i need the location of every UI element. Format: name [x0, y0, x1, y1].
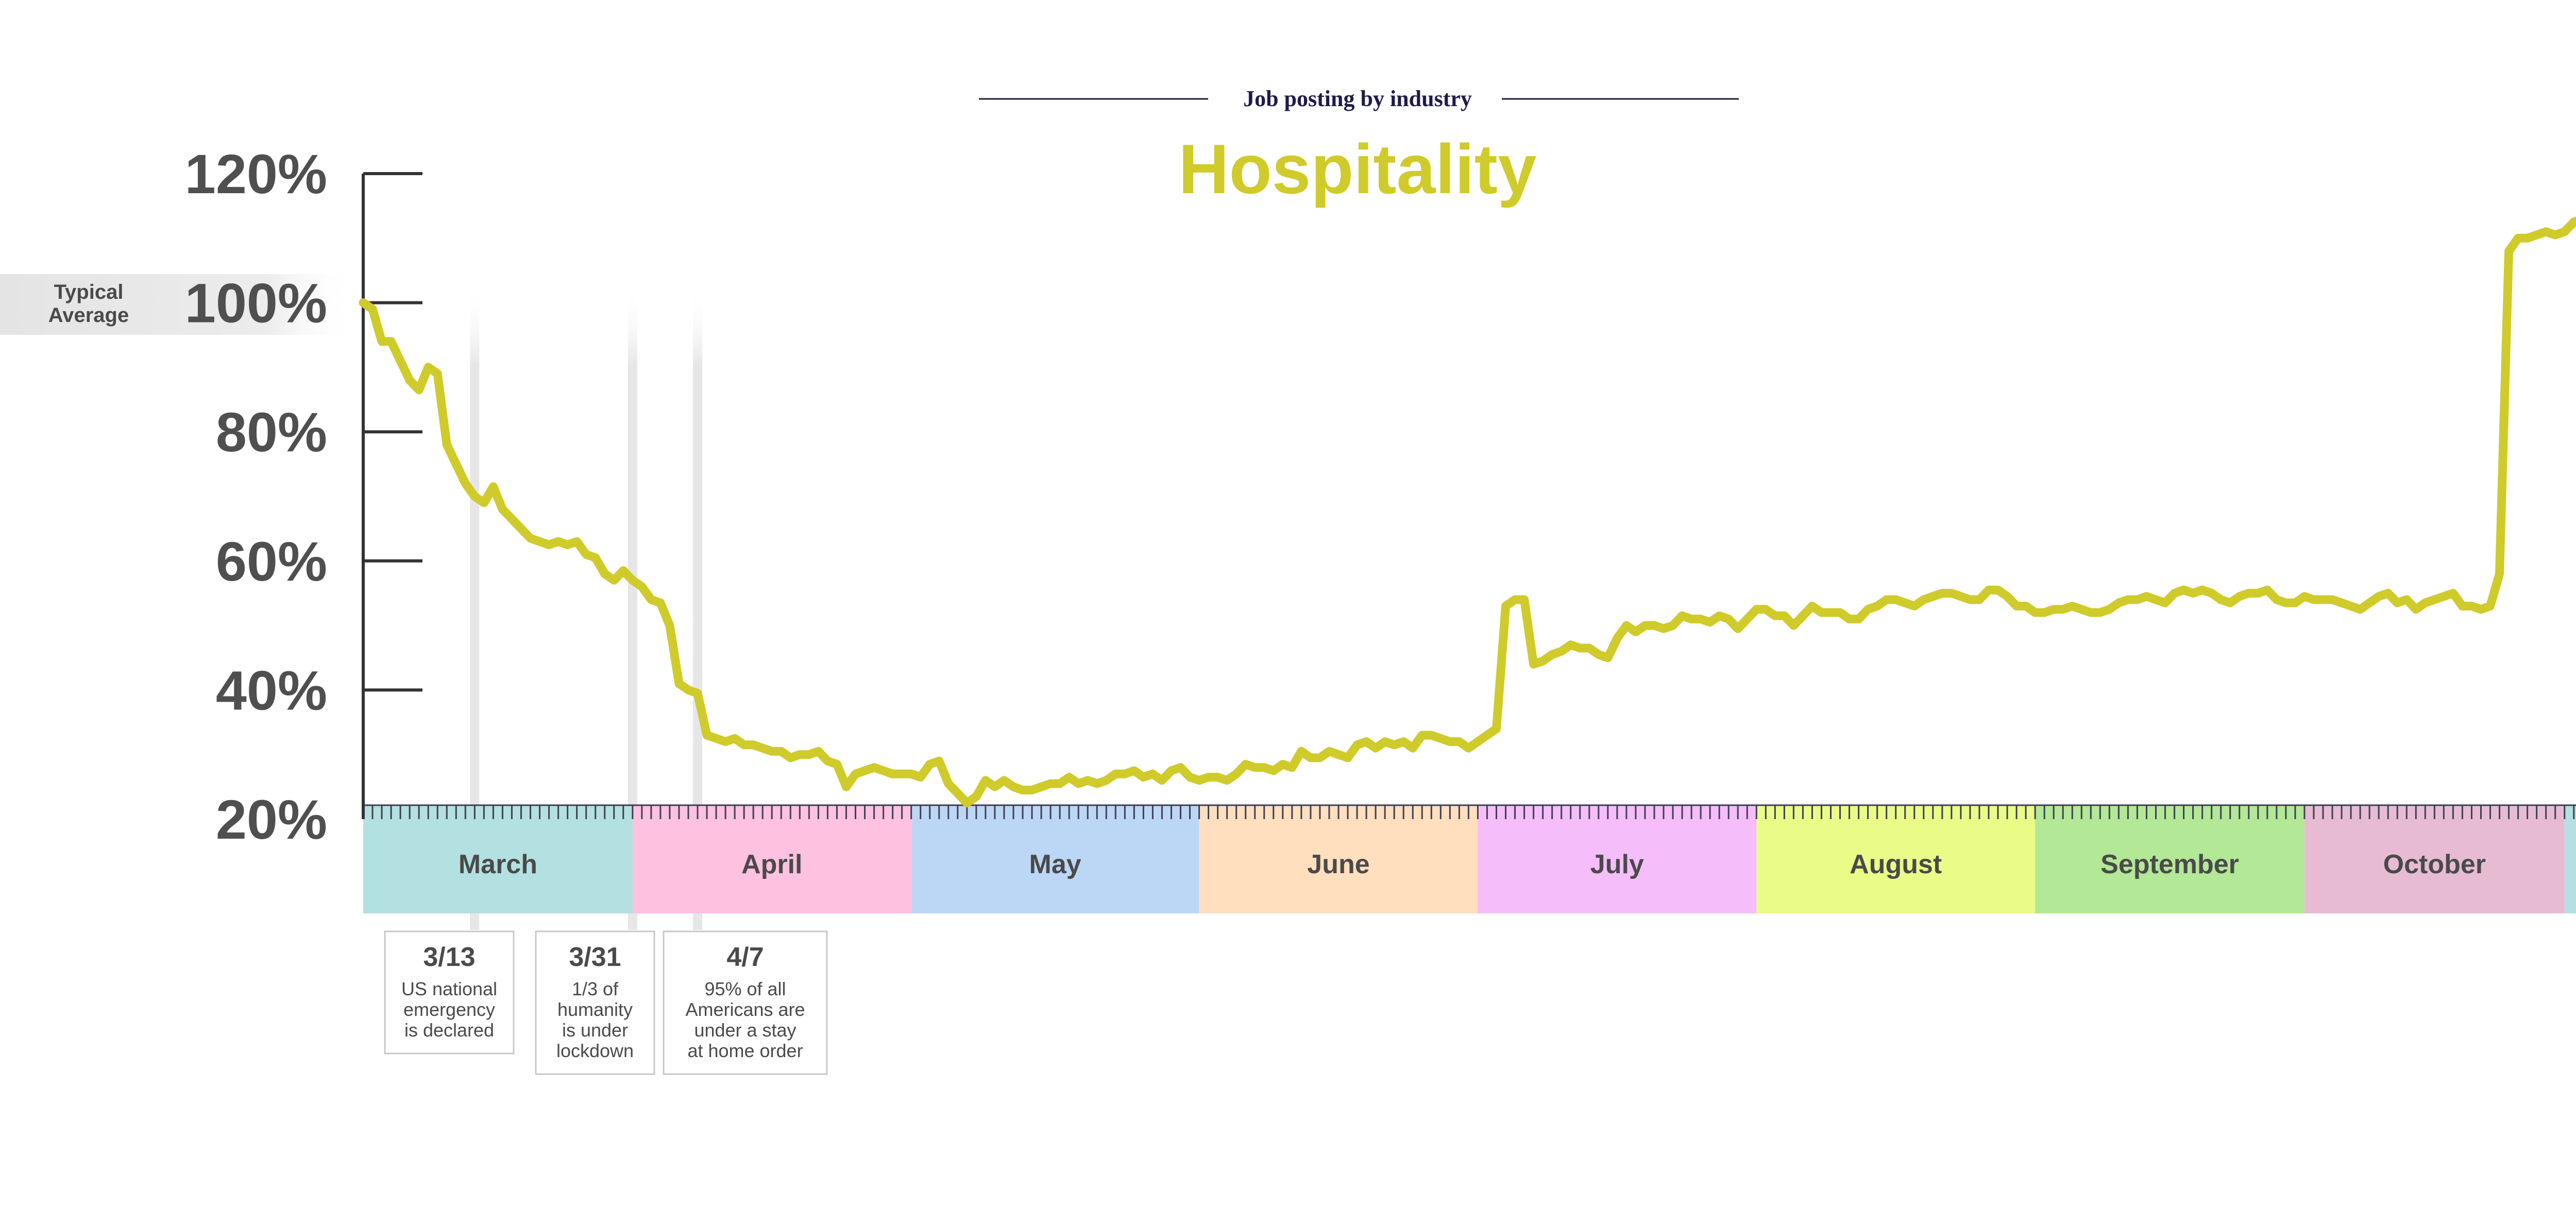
- month-band-5: [1756, 805, 2036, 913]
- typical-average-band: [0, 274, 355, 335]
- chart-subtitle: Job posting by industry: [1243, 86, 1472, 111]
- annotation-text-line: 95% of all: [704, 978, 786, 999]
- series-line-0: [359, 216, 2576, 808]
- annotation-text-line: Americans are: [685, 999, 805, 1020]
- y-tick-label: 80%: [216, 401, 327, 463]
- chart-title: Hospitality: [1178, 130, 1536, 208]
- annotation-date: 3/31: [569, 942, 621, 972]
- annotation-guide-1: [628, 288, 637, 930]
- annotation-frame: [535, 930, 655, 1075]
- annotation-date: 3/13: [423, 942, 475, 972]
- annotation-text-line: is declared: [404, 1020, 494, 1041]
- annotation-text-line: lockdown: [556, 1040, 634, 1061]
- typical-average-label-line1: Typical: [54, 281, 124, 303]
- month-band-4: [1478, 805, 1757, 913]
- month-band-0: [363, 805, 633, 913]
- typical-average-label-line2: Average: [48, 304, 129, 327]
- month-band-7: [2304, 805, 2565, 913]
- series-layer: [359, 216, 2576, 808]
- annotation-guide-0: [470, 288, 480, 930]
- month-label-3: June: [1307, 850, 1369, 879]
- y-tick-label: 40%: [216, 659, 327, 721]
- annotation-text-line: is under: [562, 1020, 628, 1041]
- annotation-guides: [470, 288, 703, 930]
- month-band-3: [1199, 805, 1478, 913]
- month-bands: March April May June July August September Octo…: [363, 805, 2576, 913]
- annotation-text-line: at home order: [687, 1040, 803, 1061]
- month-label-0: March: [459, 850, 537, 879]
- month-label-5: August: [1850, 850, 1942, 879]
- day-ticks: [362, 804, 2576, 819]
- month-band-8: [2564, 805, 2576, 913]
- annotation-frame: [384, 930, 515, 1055]
- y-tick-label: 120%: [185, 143, 327, 205]
- annotation-frame: [663, 930, 828, 1075]
- month-label-6: September: [2100, 850, 2239, 879]
- annotation-guide-2: [693, 288, 703, 930]
- annotation-date: 4/7: [726, 942, 764, 972]
- month-label-1: April: [741, 850, 802, 879]
- y-axis: 120% 100% 80% 60% 40% 20%: [185, 143, 422, 851]
- month-label-7: October: [2383, 850, 2486, 879]
- annotation-text-line: emergency: [403, 999, 495, 1020]
- y-tick-label: 60%: [216, 530, 327, 592]
- annotation-text-line: under a stay: [694, 1020, 796, 1041]
- month-band-6: [2035, 805, 2304, 913]
- y-tick-label: 100%: [185, 272, 327, 334]
- month-band-1: [632, 805, 911, 913]
- y-tick-label: 20%: [216, 788, 327, 851]
- annotation-text-line: humanity: [557, 999, 633, 1020]
- annotation-text-line: 1/3 of: [572, 978, 619, 999]
- month-label-4: July: [1590, 850, 1644, 879]
- annotation-text-line: US national: [401, 978, 497, 999]
- month-band-2: [911, 805, 1199, 913]
- month-label-2: May: [1029, 850, 1081, 879]
